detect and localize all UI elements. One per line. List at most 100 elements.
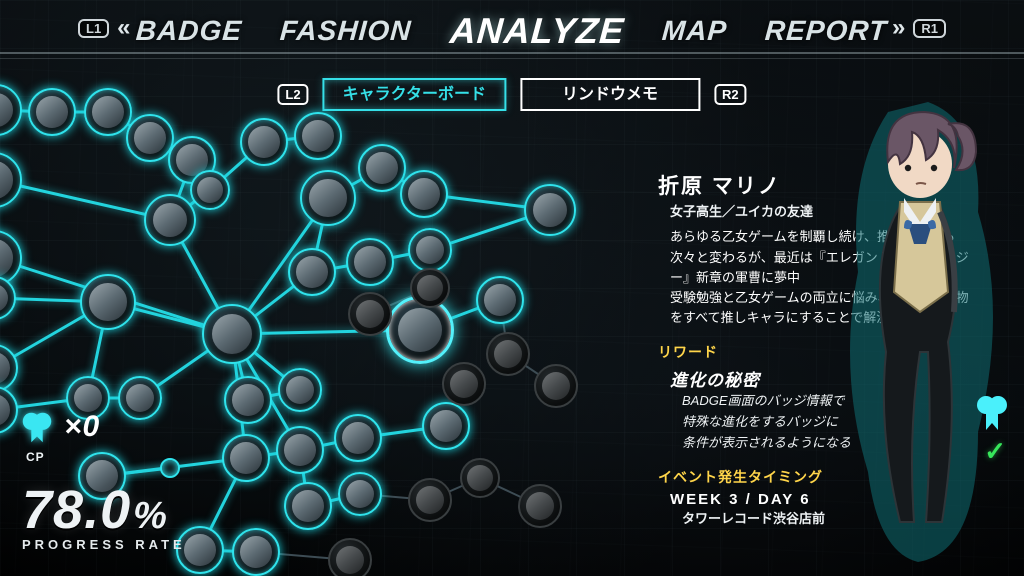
graph-node[interactable] — [276, 426, 324, 474]
graph-node[interactable] — [240, 118, 288, 166]
character-avatar-icon — [542, 372, 571, 401]
character-avatar-icon — [89, 283, 126, 320]
character-avatar-icon — [450, 370, 479, 399]
graph-node[interactable] — [160, 458, 180, 478]
character-avatar-icon — [484, 284, 516, 316]
reward-section-label: リワード — [658, 342, 1002, 362]
character-avatar-icon — [240, 536, 272, 568]
character-name: 折原 マリノ — [658, 174, 1002, 199]
graph-node[interactable] — [284, 482, 332, 530]
graph-node[interactable] — [518, 484, 562, 528]
nav-tab-fashion[interactable]: FASHION — [279, 15, 413, 47]
character-avatar-icon — [134, 122, 166, 154]
nav-next[interactable]: » R1 — [892, 14, 946, 42]
graph-node[interactable] — [442, 362, 486, 406]
character-avatar-icon — [0, 394, 10, 426]
graph-node[interactable] — [300, 170, 356, 226]
graph-node[interactable] — [476, 276, 524, 324]
cp-counter: ×0 — [18, 408, 100, 446]
graph-node[interactable] — [28, 88, 76, 136]
character-avatar-icon — [284, 434, 316, 466]
graph-node[interactable] — [524, 184, 576, 236]
chevron-left-icon: « — [117, 14, 130, 42]
graph-node[interactable] — [294, 112, 342, 160]
character-avatar-icon — [417, 275, 443, 301]
progress-label: PROGRESS RATE — [22, 537, 186, 552]
character-avatar-icon — [0, 161, 13, 198]
event-section-label: イベント発生タイミング — [658, 467, 1002, 487]
character-avatar-icon — [197, 177, 223, 203]
character-avatar-icon — [212, 314, 252, 354]
character-avatar-icon — [36, 96, 68, 128]
graph-node[interactable] — [358, 144, 406, 192]
nav-tab-badge[interactable]: BADGE — [135, 15, 243, 47]
reward-pin-icon — [970, 390, 1014, 434]
graph-node[interactable] — [348, 292, 392, 336]
character-subtitle: 女子高生／ユイカの友達 — [670, 203, 1002, 221]
nav-prev[interactable]: L1 « — [78, 14, 131, 42]
cp-label: CP — [26, 450, 45, 464]
graph-node[interactable] — [534, 364, 578, 408]
graph-node[interactable] — [410, 268, 450, 308]
graph-node[interactable] — [486, 332, 530, 376]
reward-description: BADGE画面のバッジ情報で特殊な進化をするバッジに条件が表示されるようになる — [682, 391, 942, 453]
graph-node[interactable] — [202, 304, 262, 364]
character-avatar-icon — [430, 410, 462, 442]
l1-key-icon: L1 — [78, 19, 109, 38]
character-avatar-icon — [408, 178, 440, 210]
graph-node[interactable] — [190, 170, 230, 210]
graph-node[interactable] — [460, 458, 500, 498]
character-avatar-icon — [494, 340, 523, 369]
graph-node[interactable] — [334, 414, 382, 462]
graph-node[interactable] — [224, 376, 272, 424]
character-avatar-icon — [248, 126, 280, 158]
chevron-right-icon: » — [892, 14, 905, 42]
character-description: あらゆる乙女ゲームを制覇し続け、推しキャラも次々と変わるが、最近は『エレガント・… — [670, 227, 970, 328]
graph-node[interactable] — [346, 238, 394, 286]
progress-percent-icon: % — [133, 495, 168, 537]
graph-node[interactable] — [126, 114, 174, 162]
graph-node[interactable] — [278, 368, 322, 412]
graph-node[interactable] — [408, 478, 452, 522]
graph-node[interactable] — [222, 434, 270, 482]
graph-node[interactable] — [338, 472, 382, 516]
character-avatar-icon — [286, 376, 315, 405]
nav-tab-report[interactable]: REPORT — [764, 15, 888, 47]
reward-title: 進化の秘密 — [670, 366, 1002, 391]
character-avatar-icon — [346, 480, 375, 509]
r2-key-icon: R2 — [714, 84, 747, 105]
graph-node[interactable] — [80, 274, 136, 330]
graph-node[interactable] — [400, 170, 448, 218]
nav-tab-analyze[interactable]: ANALYZE — [448, 10, 625, 52]
character-avatar-icon — [0, 352, 10, 384]
character-avatar-icon — [292, 490, 324, 522]
character-avatar-icon — [398, 308, 443, 353]
character-avatar-icon — [0, 284, 8, 313]
character-avatar-icon — [230, 442, 262, 474]
character-avatar-icon — [416, 236, 445, 265]
graph-node[interactable] — [422, 402, 470, 450]
graph-node[interactable] — [408, 228, 452, 272]
character-avatar-icon — [467, 465, 493, 491]
graph-node[interactable] — [144, 194, 196, 246]
character-avatar-icon — [126, 384, 155, 413]
graph-node[interactable] — [288, 248, 336, 296]
character-avatar-icon — [336, 546, 365, 575]
top-nav: BADGE FASHION ANALYZE MAP REPORT — [0, 8, 1024, 54]
graph-node[interactable] — [328, 538, 372, 576]
graph-node[interactable] — [232, 528, 280, 576]
character-avatar-icon — [232, 384, 264, 416]
character-avatar-icon — [296, 256, 328, 288]
r1-key-icon: R1 — [913, 19, 946, 38]
character-avatar-icon — [309, 179, 346, 216]
cp-count: ×0 — [64, 410, 100, 444]
nav-tab-map[interactable]: MAP — [661, 15, 728, 47]
character-avatar-icon — [184, 534, 216, 566]
graph-node[interactable] — [118, 376, 162, 420]
graph-node[interactable] — [84, 88, 132, 136]
character-avatar-icon — [526, 492, 555, 521]
character-avatar-icon — [356, 300, 385, 329]
character-avatar-icon — [0, 93, 13, 128]
graph-node[interactable] — [386, 296, 454, 364]
character-avatar-icon — [153, 203, 188, 238]
